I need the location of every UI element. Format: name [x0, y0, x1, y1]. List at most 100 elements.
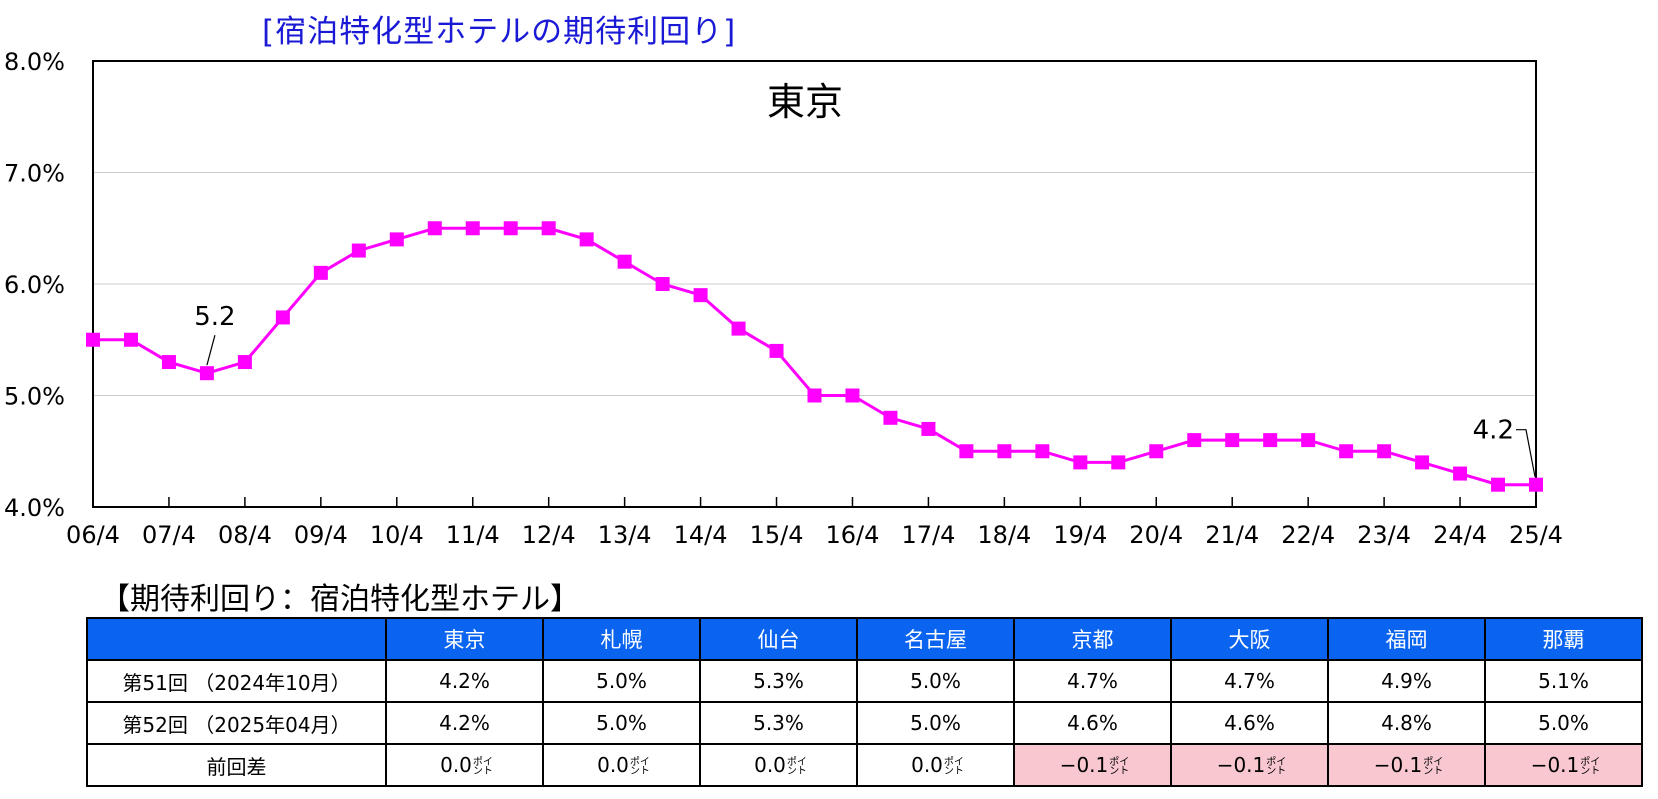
x-tick-label: 10/4	[370, 521, 424, 549]
x-tick-label: 19/4	[1053, 521, 1107, 549]
data-point	[503, 221, 518, 236]
yield-comparison-table: 東京 札幌 仙台 名古屋 京都 大阪 福岡 那覇 第51回 （2024年10月） 4.2% 5.0…	[86, 617, 1643, 787]
data-point	[1187, 433, 1202, 448]
row-label: 第52回 （2025年04月）	[86, 701, 387, 745]
x-tick-label: 09/4	[294, 521, 348, 549]
x-tick-label: 14/4	[674, 521, 728, 549]
point-unit: ポイ ント	[943, 756, 964, 777]
table-cell: 4.9%	[1327, 659, 1486, 703]
table-cell: 5.0%	[856, 659, 1015, 703]
data-point	[123, 332, 138, 347]
data-point	[1339, 444, 1354, 459]
column-header: 東京	[385, 617, 544, 661]
x-tick-label: 16/4	[826, 521, 880, 549]
point-unit: ポイ ント	[629, 756, 650, 777]
point-unit: ポイ ント	[1266, 756, 1287, 777]
x-tick-label: 22/4	[1281, 521, 1335, 549]
data-point	[465, 221, 480, 236]
diff-value: −0.1	[1373, 753, 1423, 777]
data-point	[275, 310, 290, 325]
diff-value: 0.0	[911, 753, 943, 777]
y-axis-labels: 4.0% 5.0% 6.0% 7.0% 8.0%	[4, 48, 65, 522]
x-axis-labels: 06/4 07/4 08/4 09/4 10/4 11/4 12/4 13/4 14/4 15/4…	[66, 521, 1563, 549]
column-header: 那覇	[1484, 617, 1643, 661]
point-unit: ポイ ント	[1423, 756, 1444, 777]
table-cell: 4.8%	[1327, 701, 1486, 745]
y-tick-label: 6.0%	[4, 271, 65, 299]
x-tick-label: 21/4	[1205, 521, 1259, 549]
column-header: 名古屋	[856, 617, 1015, 661]
diff-row: 前回差 0.0ポイ ント 0.0ポイ ント 0.0ポイ ント 0.0ポイ ント −0.1ポイ ント −…	[86, 743, 1643, 787]
table-cell: 4.2%	[385, 659, 544, 703]
data-point	[807, 388, 822, 403]
diff-value: 0.0	[440, 753, 472, 777]
x-tick-label: 23/4	[1357, 521, 1411, 549]
series-markers	[86, 221, 1543, 492]
x-tick-label: 07/4	[142, 521, 196, 549]
data-point	[959, 444, 974, 459]
x-tick-label: 25/4	[1509, 521, 1563, 549]
x-tick-label: 17/4	[901, 521, 955, 549]
diff-cell: −0.1ポイ ント	[1484, 743, 1643, 787]
diff-cell: −0.1ポイ ント	[1013, 743, 1172, 787]
column-header: 京都	[1013, 617, 1172, 661]
diff-value: −0.1	[1530, 753, 1580, 777]
table-cell: 5.0%	[542, 701, 701, 745]
data-point	[1377, 444, 1392, 459]
table-cell: 5.1%	[1484, 659, 1643, 703]
data-point	[1415, 455, 1430, 470]
data-point	[617, 254, 632, 269]
table-cell: 5.0%	[1484, 701, 1643, 745]
table-cell: 4.7%	[1170, 659, 1329, 703]
table-row: 第52回 （2025年04月） 4.2% 5.0% 5.3% 5.0% 4.6% 4.6% 4…	[86, 701, 1643, 745]
y-tick-label: 4.0%	[4, 494, 65, 522]
table-cell: 4.6%	[1170, 701, 1329, 745]
column-header: 仙台	[699, 617, 858, 661]
data-point	[389, 232, 404, 247]
series-line	[93, 226, 1536, 487]
yield-line-chart: 4.0% 5.0% 6.0% 7.0% 8.0% 06/4 07/4 08/4 09/4 10/…	[4, 48, 1563, 549]
y-tick-label: 7.0%	[4, 160, 65, 188]
diff-value: −0.1	[1216, 753, 1266, 777]
data-point	[655, 277, 670, 291]
data-point	[883, 410, 898, 425]
data-point	[1073, 455, 1088, 470]
data-point	[237, 355, 252, 370]
data-point	[845, 388, 860, 403]
row-label: 第51回 （2024年10月）	[86, 659, 387, 703]
x-tick-label: 06/4	[66, 521, 120, 549]
column-header: 福岡	[1327, 617, 1486, 661]
table-cell: 5.0%	[856, 701, 1015, 745]
diff-cell: 0.0ポイ ント	[699, 743, 858, 787]
annotations: 5.2 4.2	[194, 302, 1536, 477]
point-unit: ポイ ント	[786, 756, 807, 777]
diff-cell: 0.0ポイ ント	[856, 743, 1015, 787]
x-tick-label: 13/4	[598, 521, 652, 549]
panel-label: 東京	[767, 80, 843, 124]
x-tick-label: 11/4	[446, 521, 500, 549]
diff-cell: 0.0ポイ ント	[542, 743, 701, 787]
table-header-row: 東京 札幌 仙台 名古屋 京都 大阪 福岡 那覇	[86, 617, 1643, 661]
data-point	[541, 221, 556, 236]
table-title: 【期待利回り：宿泊特化型ホテル】	[100, 582, 580, 617]
data-point	[199, 366, 214, 381]
annotation-label: 5.2	[194, 302, 235, 332]
x-tick-label: 20/4	[1129, 521, 1183, 549]
annotation-label: 4.2	[1473, 416, 1514, 446]
data-point	[1301, 433, 1316, 448]
data-point	[427, 221, 442, 236]
x-tick-label: 08/4	[218, 521, 272, 549]
diff-cell: −0.1ポイ ント	[1327, 743, 1486, 787]
data-point	[161, 355, 176, 370]
data-point	[1453, 466, 1468, 481]
data-point	[1111, 455, 1126, 470]
data-point	[351, 243, 366, 258]
y-tick-label: 5.0%	[4, 383, 65, 411]
annotation-leader	[206, 335, 216, 366]
data-point	[313, 265, 328, 280]
table-cell: 5.0%	[542, 659, 701, 703]
annotation-leader	[1516, 429, 1536, 477]
column-header: 大阪	[1170, 617, 1329, 661]
point-unit: ポイ ント	[1580, 756, 1601, 777]
table-cell: 4.7%	[1013, 659, 1172, 703]
